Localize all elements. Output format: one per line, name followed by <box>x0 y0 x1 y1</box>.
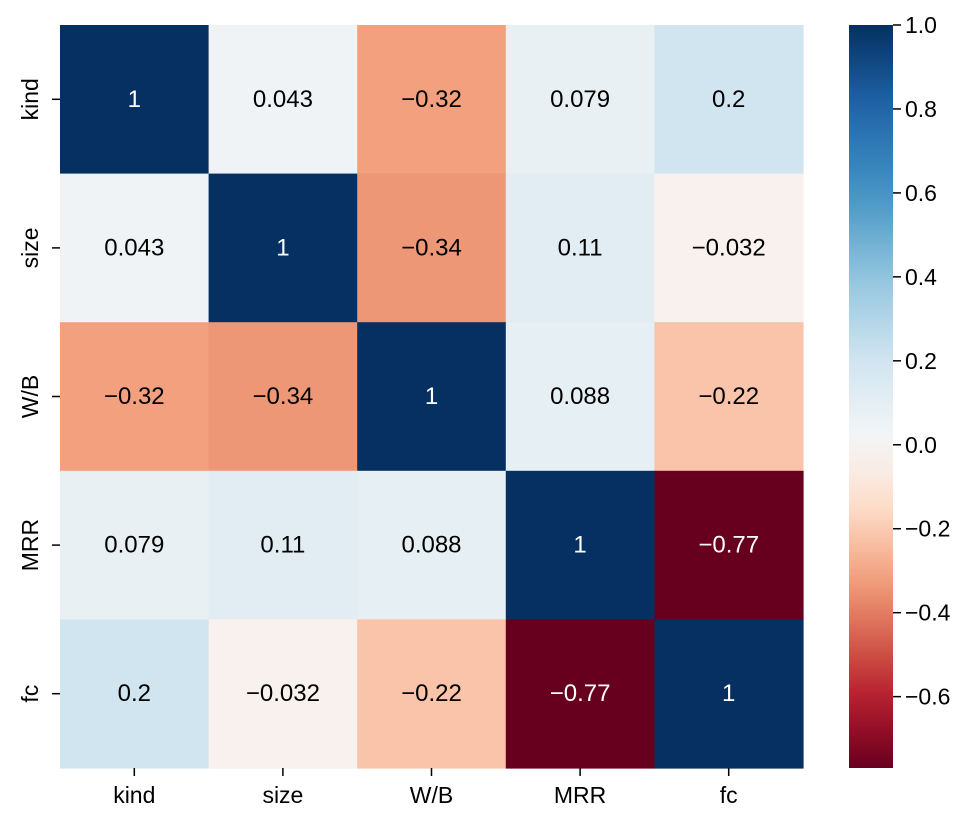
y-tick-label: fc <box>17 685 43 703</box>
cell-value-label: 0.079 <box>104 532 164 559</box>
heatmap-cell-W/B-W/B <box>357 322 507 472</box>
heatmap-cell-fc-size <box>208 619 358 769</box>
x-tick-label: size <box>262 782 303 808</box>
cell-value-label: 0.2 <box>118 680 151 707</box>
heatmap-cell-MRR-kind <box>60 470 210 620</box>
heatmap-cell-MRR-MRR <box>505 470 655 620</box>
y-axis: kind size W/B MRR fc <box>17 78 60 703</box>
colorbar-tick-label: 0.8 <box>905 96 937 122</box>
heatmap-cell-size-size <box>208 173 358 323</box>
heatmap-cell-W/B-kind <box>60 322 210 472</box>
cell-value-label: 0.11 <box>260 532 305 559</box>
cell-value-label: 0.079 <box>550 86 610 113</box>
cell-value-label: 1 <box>128 86 141 113</box>
cell-value-label: −0.77 <box>550 680 611 707</box>
cell-value-label: 1 <box>722 680 735 707</box>
heatmap-cell-fc-kind <box>60 619 210 769</box>
heatmap-annotations: 1 0.043 −0.32 0.079 0.2 0.043 1 −0.34 0.11 −0.032… <box>104 86 766 707</box>
cell-value-label: 0.2 <box>712 86 745 113</box>
heatmap-cell-kind-fc <box>654 25 804 175</box>
heatmap-cell-MRR-fc <box>654 470 804 620</box>
cell-value-label: 0.043 <box>104 234 164 261</box>
cell-value-label: −0.34 <box>401 234 462 261</box>
cell-value-label: −0.032 <box>246 680 320 707</box>
heatmap-cell-fc-W/B <box>357 619 507 769</box>
x-tick-label: fc <box>720 782 738 808</box>
x-tick-label: kind <box>113 782 155 808</box>
heatmap-cell-kind-MRR <box>505 25 655 175</box>
cell-value-label: 0.088 <box>550 383 610 410</box>
heatmap-cell-kind-W/B <box>357 25 507 175</box>
cell-value-label: 1 <box>425 383 438 410</box>
x-tick-label: W/B <box>410 782 453 808</box>
colorbar-tick-label: 0.2 <box>905 348 937 374</box>
colorbar-gradient <box>849 25 893 768</box>
heatmap-cell-size-W/B <box>357 173 507 323</box>
cell-value-label: −0.032 <box>692 234 766 261</box>
cell-value-label: 1 <box>573 532 586 559</box>
heatmap-cell-MRR-W/B <box>357 470 507 620</box>
cell-value-label: 1 <box>276 234 289 261</box>
cell-value-label: −0.34 <box>253 383 314 410</box>
colorbar-tick-label: 0.0 <box>905 432 937 458</box>
y-tick-label: kind <box>17 78 43 120</box>
colorbar-tick-label: 1.0 <box>905 12 937 38</box>
heatmap-cell-W/B-fc <box>654 322 804 472</box>
heatmap-cell-fc-MRR <box>505 619 655 769</box>
heatmap-cell-size-MRR <box>505 173 655 323</box>
heatmap-cell-size-kind <box>60 173 210 323</box>
x-axis: kind size W/B MRR fc <box>113 768 738 808</box>
heatmap-cell-W/B-MRR <box>505 322 655 472</box>
colorbar-tick-label: −0.6 <box>905 684 950 710</box>
colorbar-tick-label: 0.4 <box>905 264 937 290</box>
colorbar-tick-label: −0.4 <box>905 600 951 626</box>
colorbar-tick-label: 0.6 <box>905 180 937 206</box>
heatmap-cell-size-fc <box>654 173 804 323</box>
heatmap-cell-kind-kind <box>60 25 210 175</box>
heatmap-cell-MRR-size <box>208 470 358 620</box>
cell-value-label: −0.32 <box>401 86 462 113</box>
colorbar-tick-label: −0.2 <box>905 516 950 542</box>
cell-value-label: −0.77 <box>698 532 759 559</box>
y-tick-label: MRR <box>17 519 43 571</box>
cell-value-label: −0.22 <box>698 383 759 410</box>
cell-value-label: −0.22 <box>401 680 462 707</box>
cell-value-label: 0.043 <box>253 86 313 113</box>
colorbar: 1.0 0.8 0.6 0.4 0.2 0.0 −0.2 −0.4 −0.6 <box>849 12 951 768</box>
y-tick-label: size <box>17 227 43 268</box>
cell-value-label: 0.088 <box>401 532 461 559</box>
heatmap-cell-W/B-size <box>208 322 358 472</box>
heatmap-cell-kind-size <box>208 25 358 175</box>
cell-value-label: −0.32 <box>104 383 165 410</box>
y-tick-label: W/B <box>17 375 43 418</box>
heatmap-cells <box>60 25 804 769</box>
cell-value-label: 0.11 <box>558 234 603 261</box>
x-tick-label: MRR <box>554 782 606 808</box>
heatmap-cell-fc-fc <box>654 619 804 769</box>
